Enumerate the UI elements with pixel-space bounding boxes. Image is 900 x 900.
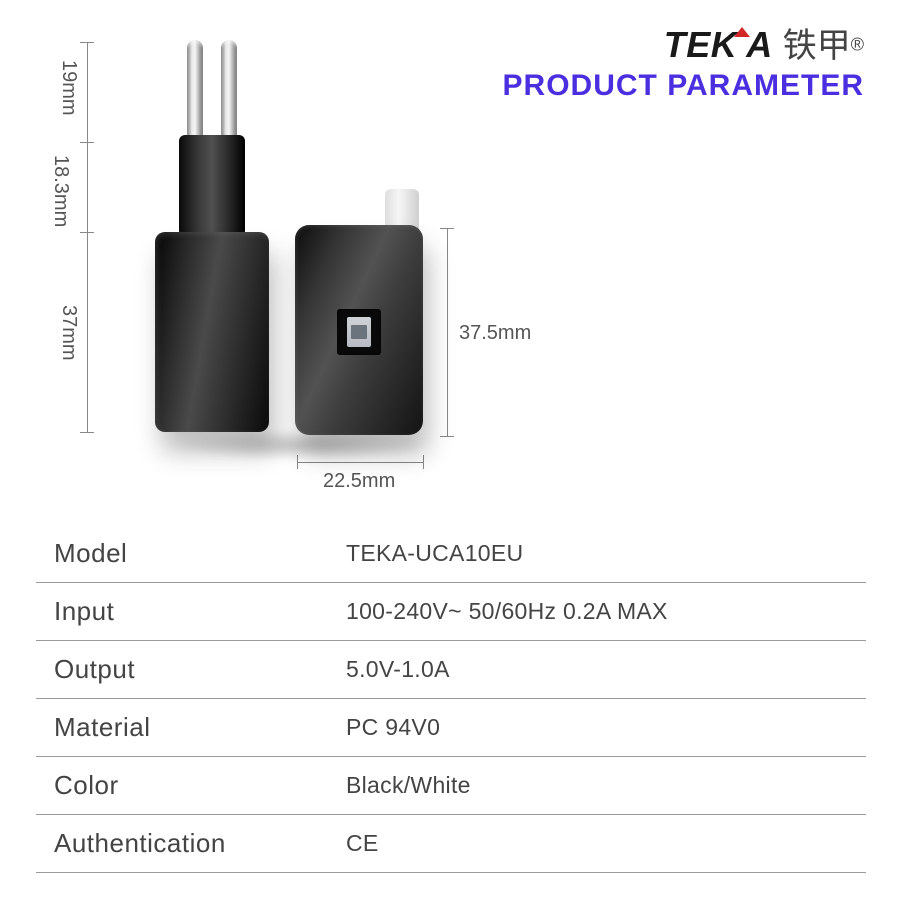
dim-tick xyxy=(440,228,454,229)
spec-label: Color xyxy=(36,770,346,801)
dim-tick xyxy=(80,142,94,143)
charger-body-front xyxy=(295,225,423,435)
dim-main-vline xyxy=(87,42,88,432)
charger-side-view xyxy=(147,40,277,440)
brand-chinese: 铁甲 xyxy=(783,27,851,65)
table-row: Input 100-240V~ 50/60Hz 0.2A MAX xyxy=(36,583,866,641)
brand-logo: TEKA xyxy=(664,24,773,66)
brand-cn-wrapper: 铁甲® xyxy=(783,18,864,67)
spec-table: Model TEKA-UCA10EU Input 100-240V~ 50/60… xyxy=(36,525,866,873)
dim-tick xyxy=(80,432,94,433)
spec-value: 100-240V~ 50/60Hz 0.2A MAX xyxy=(346,598,866,625)
usb-port xyxy=(337,309,381,355)
spec-value: TEKA-UCA10EU xyxy=(346,540,866,567)
prong-hint xyxy=(385,189,419,229)
table-row: Color Black/White xyxy=(36,757,866,815)
spec-label: Model xyxy=(36,538,346,569)
registered-mark: ® xyxy=(851,35,864,55)
spec-value: PC 94V0 xyxy=(346,714,866,741)
spec-value: 5.0V-1.0A xyxy=(346,656,866,683)
dim-front-width: 22.5mm xyxy=(323,470,395,493)
spec-label: Input xyxy=(36,596,346,627)
dim-front-vline xyxy=(447,228,448,436)
table-row: Output 5.0V-1.0A xyxy=(36,641,866,699)
spec-label: Material xyxy=(36,712,346,743)
prong-cap xyxy=(179,135,245,234)
product-diagram: 19mm 18.3mm 37mm 37.5mm 22.5mm xyxy=(55,30,595,510)
spec-label: Output xyxy=(36,654,346,685)
charger-front-view xyxy=(295,225,435,465)
charger-body-side xyxy=(155,232,269,432)
dim-cap-length: 18.3mm xyxy=(49,155,72,227)
prongs xyxy=(187,40,237,142)
prong-right xyxy=(221,40,237,142)
dim-tick xyxy=(80,42,94,43)
usb-inner-icon xyxy=(347,317,371,347)
dim-body-height: 37mm xyxy=(57,305,80,361)
dim-front-height: 37.5mm xyxy=(459,322,531,345)
brand-triangle-icon xyxy=(734,27,750,37)
dim-tick xyxy=(80,232,94,233)
spec-value: CE xyxy=(346,830,866,857)
spec-value: Black/White xyxy=(346,772,866,799)
spec-label: Authentication xyxy=(36,828,346,859)
prong-left xyxy=(187,40,203,142)
table-row: Model TEKA-UCA10EU xyxy=(36,525,866,583)
dim-prong-length: 19mm xyxy=(57,60,80,116)
table-row: Material PC 94V0 xyxy=(36,699,866,757)
table-row: Authentication CE xyxy=(36,815,866,873)
